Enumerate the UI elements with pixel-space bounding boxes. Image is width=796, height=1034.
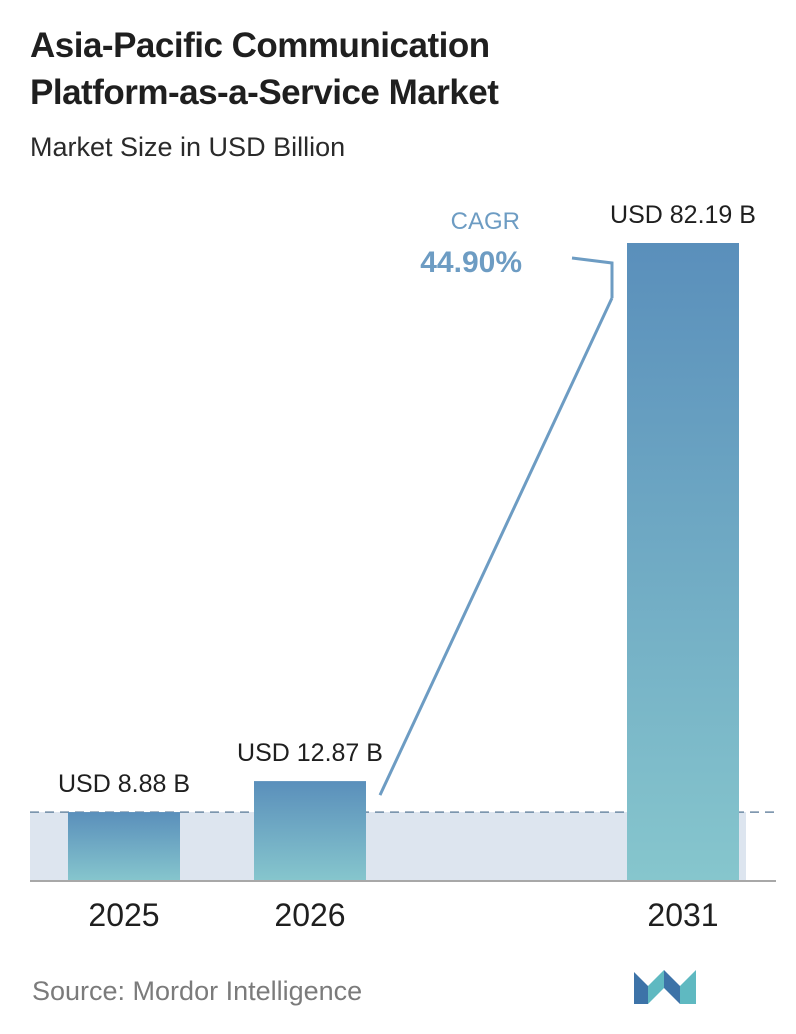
bar-2025 — [68, 812, 180, 881]
mordor-logo — [634, 970, 696, 1004]
cagr-arrow — [378, 297, 614, 796]
title-line-2: Platform-as-a-Service Market — [30, 73, 499, 112]
data-label-2026: USD 12.87 B — [237, 739, 383, 767]
bar-2031 — [627, 243, 739, 881]
cagr-label: CAGR — [451, 208, 520, 235]
tick-label-2025: 2025 — [88, 897, 159, 933]
cagr-arrow-head — [571, 256, 614, 298]
tick-label-2026: 2026 — [274, 897, 345, 933]
bar-chart: USD 8.88 B 2025 USD 12.87 B 2026 USD 82.19 B… — [30, 201, 776, 933]
chart-title: Asia-Pacific Communication Platform-as-a… — [30, 22, 770, 116]
source-text: Source: Mordor Intelligence — [32, 976, 363, 1006]
tick-label-2031: 2031 — [647, 897, 718, 933]
title-line-1: Asia-Pacific Communication — [30, 26, 490, 65]
chart-subtitle: Market Size in USD Billion — [30, 132, 346, 162]
data-label-2025: USD 8.88 B — [58, 770, 190, 798]
data-label-2031: USD 82.19 B — [610, 201, 756, 229]
cagr-value: 44.90% — [420, 246, 522, 279]
bar-2026 — [254, 781, 366, 881]
